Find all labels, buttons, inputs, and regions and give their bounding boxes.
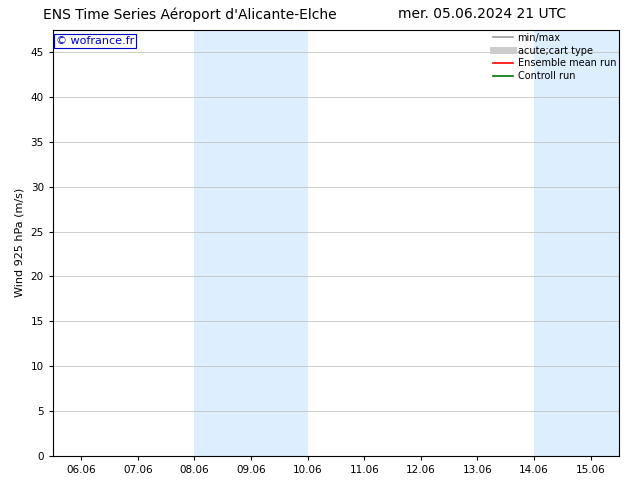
Text: ENS Time Series Aéroport d'Alicante-Elche: ENS Time Series Aéroport d'Alicante-Elch… <box>43 7 337 22</box>
Legend: min/max, acute;cart type, Ensemble mean run, Controll run: min/max, acute;cart type, Ensemble mean … <box>493 33 616 81</box>
Bar <box>195 30 307 456</box>
Y-axis label: Wind 925 hPa (m/s): Wind 925 hPa (m/s) <box>15 188 25 297</box>
Text: mer. 05.06.2024 21 UTC: mer. 05.06.2024 21 UTC <box>398 7 566 22</box>
Bar <box>534 30 619 456</box>
Text: © wofrance.fr: © wofrance.fr <box>56 36 134 46</box>
